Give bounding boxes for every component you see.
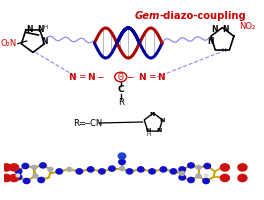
Circle shape (119, 159, 125, 165)
Text: N: N (145, 128, 150, 132)
Circle shape (87, 167, 94, 172)
Circle shape (109, 166, 115, 171)
Circle shape (23, 178, 30, 184)
Text: N: N (159, 117, 165, 122)
Circle shape (33, 174, 38, 178)
Circle shape (170, 169, 177, 174)
Circle shape (15, 169, 22, 174)
Circle shape (203, 178, 209, 184)
Text: NO₂: NO₂ (239, 22, 255, 31)
Text: R=: R= (73, 118, 86, 128)
Text: N: N (157, 72, 165, 82)
Circle shape (16, 174, 20, 177)
Circle shape (10, 174, 18, 182)
Circle shape (118, 153, 126, 159)
Circle shape (138, 167, 144, 172)
Text: N: N (208, 37, 214, 46)
Circle shape (238, 174, 247, 182)
Text: R: R (118, 98, 124, 107)
Text: −CN: −CN (83, 118, 102, 128)
Circle shape (32, 165, 37, 169)
Text: C: C (117, 85, 124, 94)
Circle shape (160, 167, 167, 172)
Circle shape (67, 167, 72, 171)
Circle shape (126, 169, 133, 174)
Circle shape (204, 174, 208, 177)
Circle shape (188, 177, 194, 183)
Circle shape (99, 169, 105, 174)
Text: -diazo-coupling: -diazo-coupling (160, 11, 246, 21)
Text: N: N (41, 37, 48, 46)
Circle shape (76, 169, 83, 174)
Circle shape (2, 164, 11, 171)
Text: −: − (96, 72, 104, 82)
Circle shape (179, 167, 186, 172)
Text: N: N (138, 72, 146, 82)
Text: N: N (38, 25, 44, 34)
Circle shape (196, 165, 201, 169)
Text: =: = (78, 72, 86, 82)
Circle shape (10, 164, 18, 171)
Text: H: H (44, 25, 48, 30)
Text: N: N (68, 72, 76, 82)
Circle shape (15, 174, 22, 180)
Text: =: = (148, 72, 155, 82)
Circle shape (149, 169, 155, 174)
Text: O₂N: O₂N (1, 40, 17, 48)
Circle shape (38, 177, 44, 183)
Circle shape (48, 167, 53, 171)
Circle shape (40, 163, 46, 168)
Circle shape (238, 164, 247, 171)
Circle shape (188, 163, 194, 168)
Circle shape (56, 169, 63, 174)
Circle shape (2, 174, 11, 182)
Text: N: N (87, 72, 95, 82)
Text: H: H (221, 48, 226, 53)
Circle shape (220, 164, 229, 171)
Circle shape (179, 175, 186, 180)
Text: N: N (156, 128, 162, 132)
Circle shape (204, 163, 211, 169)
Text: H: H (147, 132, 151, 136)
Text: N: N (222, 25, 229, 34)
Text: −: − (126, 72, 133, 82)
Text: Θ: Θ (118, 72, 124, 82)
Text: N: N (149, 112, 155, 116)
Circle shape (120, 167, 125, 171)
Circle shape (196, 174, 201, 178)
Circle shape (220, 174, 229, 182)
Text: N: N (27, 25, 33, 34)
Circle shape (180, 171, 185, 175)
Circle shape (22, 163, 29, 169)
Text: N: N (211, 25, 218, 34)
Text: Gem: Gem (134, 11, 160, 21)
